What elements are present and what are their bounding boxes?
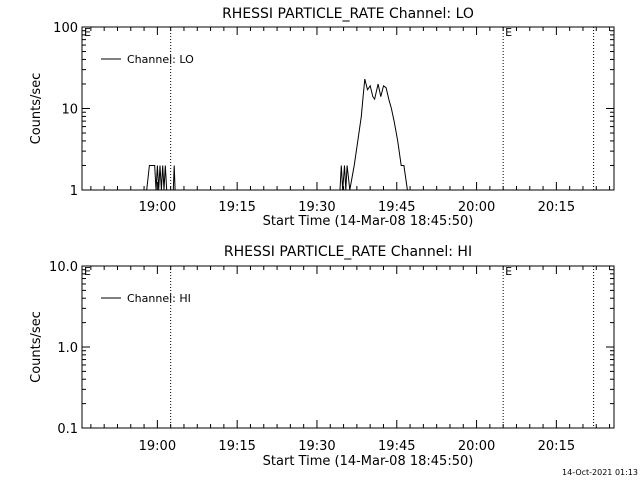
y-tick-label: 1.0 xyxy=(57,341,78,356)
x-tick-label: 19:30 xyxy=(298,200,335,215)
x-tick-label: 19:00 xyxy=(139,200,176,215)
y-tick-label: 100 xyxy=(53,21,78,36)
series-line xyxy=(146,78,416,190)
x-tick-label: 19:45 xyxy=(378,439,415,454)
y-axis-label: Counts/sec xyxy=(29,73,44,145)
x-tick-label: 19:00 xyxy=(139,439,176,454)
corner-label: E xyxy=(84,26,91,39)
x-axis-label: Start Time (14-Mar-08 18:45:50) xyxy=(263,214,474,229)
vline-label: E xyxy=(505,26,512,39)
corner-label: E xyxy=(84,265,91,278)
x-tick-label: 20:15 xyxy=(538,200,575,215)
x-tick-label: 19:30 xyxy=(298,439,335,454)
y-tick-label: 10.0 xyxy=(49,260,78,275)
panel-lo: RHESSI PARTICLE_RATE Channel: LO 1 10 100 19… xyxy=(29,6,615,229)
plot-frame xyxy=(81,26,615,191)
panel-hi: RHESSI PARTICLE_RATE Channel: HI 0.1 1.0 10… xyxy=(29,244,615,469)
legend-label: Channel: HI xyxy=(127,292,191,305)
chart-title: RHESSI PARTICLE_RATE Channel: LO xyxy=(222,6,474,22)
date-stamp: 14-Oct-2021 01:13 xyxy=(562,468,638,477)
x-tick-label: 19:15 xyxy=(218,200,255,215)
chart-title: RHESSI PARTICLE_RATE Channel: HI xyxy=(224,244,472,260)
x-tick-label: 20:00 xyxy=(458,200,495,215)
y-axis-label: Counts/sec xyxy=(29,311,44,383)
x-tick-label: 19:45 xyxy=(378,200,415,215)
plot-frame xyxy=(81,265,615,429)
x-tick-label: 20:00 xyxy=(458,439,495,454)
x-axis-label: Start Time (14-Mar-08 18:45:50) xyxy=(263,454,474,469)
legend-label: Channel: LO xyxy=(127,53,194,66)
y-tick-label: 10 xyxy=(61,103,78,118)
x-tick-label: 19:15 xyxy=(218,439,255,454)
y-tick-label: 0.1 xyxy=(57,422,78,437)
vline-label: E xyxy=(505,265,512,278)
x-tick-label: 20:15 xyxy=(538,439,575,454)
y-tick-label: 1 xyxy=(70,184,78,199)
